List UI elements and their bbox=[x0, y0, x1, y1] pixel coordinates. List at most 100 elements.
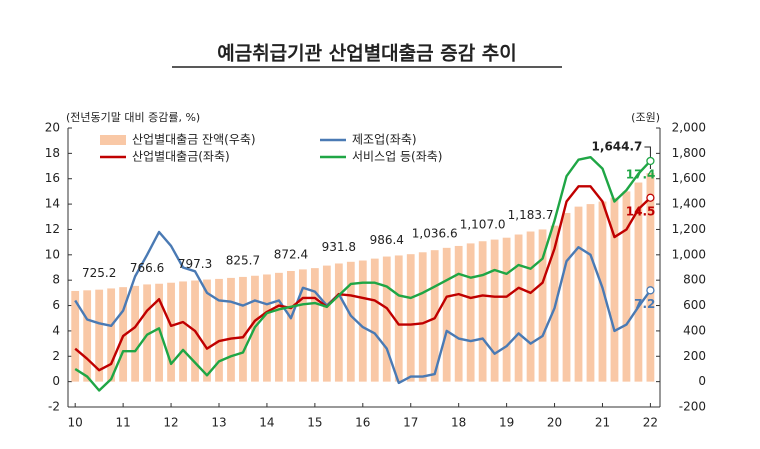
data-label: 931.8 bbox=[322, 240, 356, 254]
y-tick-label: 20 bbox=[45, 121, 60, 135]
line bbox=[74, 230, 652, 385]
bar bbox=[275, 272, 283, 382]
legend-label: 제조업(좌축) bbox=[352, 133, 417, 147]
bar bbox=[454, 245, 463, 382]
end-marker bbox=[646, 193, 655, 202]
bar bbox=[526, 231, 535, 382]
legend-swatch bbox=[100, 135, 126, 145]
bar bbox=[574, 206, 583, 382]
y2-tick-label: -200 bbox=[679, 400, 706, 414]
y-tick-label: 2 bbox=[52, 349, 60, 363]
x-tick-label: 14 bbox=[259, 416, 274, 430]
bar bbox=[107, 288, 116, 382]
bar bbox=[358, 260, 367, 382]
bar bbox=[490, 239, 499, 382]
bar bbox=[131, 285, 140, 382]
bar bbox=[382, 256, 391, 382]
data-label: 17.4 bbox=[626, 167, 656, 181]
y-tick-label: 0 bbox=[52, 374, 60, 388]
y2-tick-label: 0 bbox=[698, 374, 706, 388]
chart-title: 예금취급기관 산업별대출금 증감 추이 bbox=[217, 43, 517, 65]
y-axis-label: (전년동기말 대비 증감률, %) bbox=[66, 111, 200, 124]
end-marker bbox=[646, 286, 655, 295]
y2-tick-label: 1,800 bbox=[672, 146, 706, 160]
bar bbox=[406, 254, 415, 382]
y-tick-label: 6 bbox=[52, 298, 60, 312]
bar bbox=[310, 268, 319, 382]
bar bbox=[514, 234, 523, 382]
x-tick-label: 20 bbox=[547, 416, 562, 430]
bar bbox=[179, 281, 187, 382]
x-tick-label: 11 bbox=[115, 416, 130, 430]
bar bbox=[119, 287, 128, 382]
data-label: 1,107.0 bbox=[460, 218, 506, 232]
x-tick-label: 15 bbox=[307, 416, 322, 430]
data-label: 725.2 bbox=[82, 266, 116, 280]
x-tick-label: 18 bbox=[451, 416, 466, 430]
bar bbox=[646, 173, 655, 382]
x-tick-label: 21 bbox=[595, 416, 610, 430]
data-label: 986.4 bbox=[370, 233, 404, 247]
y-tick-label: 16 bbox=[45, 171, 60, 185]
bar bbox=[394, 255, 403, 382]
bar bbox=[155, 283, 163, 382]
legend-label: 산업별대출금(좌축) bbox=[132, 150, 230, 164]
bar bbox=[418, 252, 427, 382]
y2-tick-label: 1,400 bbox=[672, 197, 706, 211]
bar bbox=[622, 191, 631, 382]
line bbox=[74, 155, 652, 392]
x-tick-label: 16 bbox=[355, 416, 370, 430]
y-tick-label: 10 bbox=[45, 247, 60, 261]
bar bbox=[502, 237, 511, 382]
data-label: 766.6 bbox=[130, 261, 164, 275]
bar bbox=[239, 276, 247, 382]
y2-tick-label: 1,000 bbox=[672, 247, 706, 261]
x-tick-label: 13 bbox=[211, 416, 226, 430]
end-marker bbox=[646, 156, 655, 166]
y-tick-label: 8 bbox=[52, 273, 60, 287]
legend-label: 서비스업 등(좌축) bbox=[352, 150, 442, 164]
legend-label: 산업별대출금 잔액(우축) bbox=[132, 133, 256, 147]
bar bbox=[227, 277, 235, 382]
bar bbox=[215, 278, 223, 382]
y-tick-label: 12 bbox=[45, 222, 60, 236]
bar bbox=[167, 282, 175, 382]
bar bbox=[203, 279, 211, 382]
bar bbox=[610, 197, 619, 382]
bar bbox=[143, 284, 151, 382]
bar bbox=[298, 269, 307, 382]
bar bbox=[442, 247, 451, 382]
data-label: 14.5 bbox=[626, 204, 656, 218]
data-label: 797.3 bbox=[178, 257, 212, 271]
y-tick-label: 4 bbox=[52, 323, 60, 337]
bar bbox=[370, 258, 379, 382]
y2-tick-label: 600 bbox=[683, 298, 706, 312]
bar bbox=[466, 243, 475, 382]
y2-axis-label: (조원) bbox=[631, 111, 660, 124]
y2-tick-label: 400 bbox=[683, 323, 706, 337]
y2-tick-label: 200 bbox=[683, 349, 706, 363]
x-tick-label: 22 bbox=[643, 416, 658, 430]
x-tick-label: 19 bbox=[499, 416, 514, 430]
bar bbox=[322, 265, 331, 382]
line bbox=[74, 185, 652, 372]
bar bbox=[83, 290, 92, 382]
bar bbox=[634, 182, 643, 382]
bar bbox=[334, 263, 343, 382]
y-tick-label: 18 bbox=[45, 146, 60, 160]
data-label: 1,644.7 bbox=[592, 140, 643, 154]
data-label: 7.2 bbox=[634, 297, 655, 311]
bar bbox=[71, 290, 80, 382]
data-label: 1,183.7 bbox=[508, 208, 554, 222]
bar bbox=[586, 204, 595, 382]
data-label: 1,036.6 bbox=[412, 227, 458, 241]
bar bbox=[538, 229, 547, 382]
y-tick-label: -2 bbox=[48, 400, 60, 414]
y2-tick-label: 1,200 bbox=[672, 222, 706, 236]
y2-tick-label: 2,000 bbox=[672, 121, 706, 135]
bar bbox=[287, 271, 295, 382]
y-tick-label: 14 bbox=[45, 197, 60, 211]
x-tick-label: 12 bbox=[163, 416, 178, 430]
bar bbox=[346, 261, 355, 382]
